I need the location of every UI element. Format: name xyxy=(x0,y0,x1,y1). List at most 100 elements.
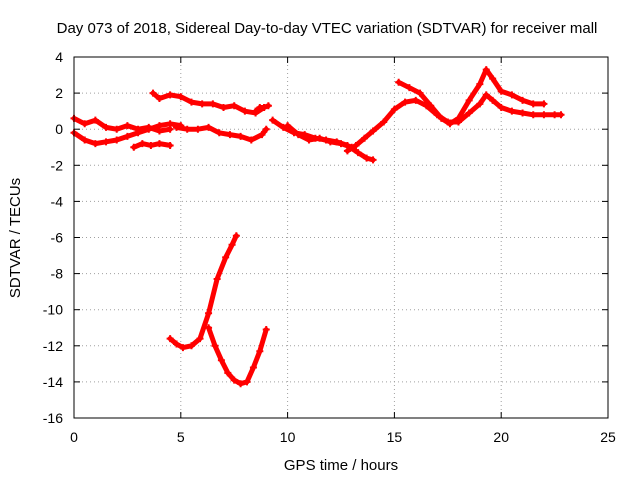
series-line-arc-10 xyxy=(396,67,547,127)
data-point xyxy=(529,111,537,119)
data-point xyxy=(519,96,527,104)
data-point xyxy=(217,356,225,364)
data-point xyxy=(147,141,155,149)
data-point xyxy=(183,125,191,133)
data-point xyxy=(166,91,174,99)
data-point xyxy=(369,127,377,135)
data-point xyxy=(256,347,264,355)
data-point xyxy=(237,132,245,140)
y-tick-label: -16 xyxy=(43,410,63,426)
data-point xyxy=(134,129,142,137)
data-point xyxy=(205,309,213,317)
data-point xyxy=(476,80,484,88)
data-point xyxy=(247,136,255,144)
series-line-arc-11 xyxy=(167,233,239,351)
data-point xyxy=(343,147,351,155)
data-point xyxy=(123,122,131,130)
data-point xyxy=(262,125,270,133)
data-point xyxy=(113,136,121,144)
y-tick-label: -6 xyxy=(51,230,64,246)
y-tick-label: -14 xyxy=(43,374,63,390)
data-point xyxy=(551,111,559,119)
axis-ticks: 0 5 10 15 20 25 -16 -14 -12 -10 -8 -6 -4 -2 0 2 4 xyxy=(43,49,616,445)
x-tick-label: 20 xyxy=(493,429,509,445)
data-point xyxy=(465,96,473,104)
data-point xyxy=(166,335,174,343)
data-point xyxy=(476,100,484,108)
data-point xyxy=(305,136,313,144)
data-point xyxy=(241,107,249,115)
data-point xyxy=(252,107,260,115)
data-point xyxy=(198,100,206,108)
data-point xyxy=(102,123,110,131)
data-point xyxy=(508,107,516,115)
data-point xyxy=(173,340,181,348)
data-point xyxy=(123,132,131,140)
data-point xyxy=(390,105,398,113)
data-point xyxy=(465,109,473,117)
data-point xyxy=(395,78,403,86)
data-point xyxy=(81,120,89,128)
y-tick-label: 2 xyxy=(55,85,63,101)
data-point xyxy=(279,123,287,131)
data-point xyxy=(294,131,302,139)
data-point xyxy=(155,95,163,103)
data-point xyxy=(166,141,174,149)
data-point xyxy=(380,118,388,126)
data-point xyxy=(81,136,89,144)
data-point xyxy=(230,376,238,384)
data-point xyxy=(337,140,345,148)
data-point xyxy=(454,114,462,122)
grid xyxy=(74,57,608,418)
data-point xyxy=(155,140,163,148)
data-point xyxy=(226,131,234,139)
data-point xyxy=(243,378,251,386)
data-point xyxy=(326,138,334,146)
data-point xyxy=(363,154,371,162)
data-point xyxy=(316,134,324,142)
data-point xyxy=(489,75,497,83)
x-tick-label: 5 xyxy=(177,429,185,445)
data-point xyxy=(497,104,505,112)
data-point xyxy=(196,335,204,343)
y-tick-label: -12 xyxy=(43,338,63,354)
data-point xyxy=(412,96,420,104)
data-point xyxy=(497,87,505,95)
data-point xyxy=(91,140,99,148)
data-point xyxy=(149,89,157,97)
data-point xyxy=(215,129,223,137)
data-point xyxy=(427,102,435,110)
data-point xyxy=(519,109,527,117)
data-point xyxy=(540,111,548,119)
data-point xyxy=(482,66,490,74)
data-point xyxy=(540,100,548,108)
data-point xyxy=(113,125,121,133)
data-point xyxy=(352,141,360,149)
y-tick-label: 4 xyxy=(55,49,63,65)
data-point xyxy=(354,149,362,157)
data-point xyxy=(416,89,424,97)
data-point xyxy=(211,342,219,350)
y-tick-label: 0 xyxy=(55,121,63,137)
data-point xyxy=(557,111,565,119)
x-tick-label: 15 xyxy=(387,429,403,445)
x-axis-label: GPS time / hours xyxy=(284,457,398,474)
data-point xyxy=(213,275,221,283)
data-point xyxy=(222,253,230,261)
data-point xyxy=(187,98,195,106)
data-point xyxy=(264,102,272,110)
data-point xyxy=(138,140,146,148)
y-tick-label: -4 xyxy=(51,193,64,209)
data-point xyxy=(102,138,110,146)
data-point xyxy=(360,134,368,142)
data-point xyxy=(187,342,195,350)
data-point xyxy=(401,98,409,106)
y-tick-label: -2 xyxy=(51,157,64,173)
data-point xyxy=(230,102,238,110)
data-point xyxy=(205,324,213,332)
data-point xyxy=(91,116,99,124)
data-point xyxy=(194,125,202,133)
y-tick-label: -10 xyxy=(43,302,63,318)
data-point xyxy=(529,100,537,108)
